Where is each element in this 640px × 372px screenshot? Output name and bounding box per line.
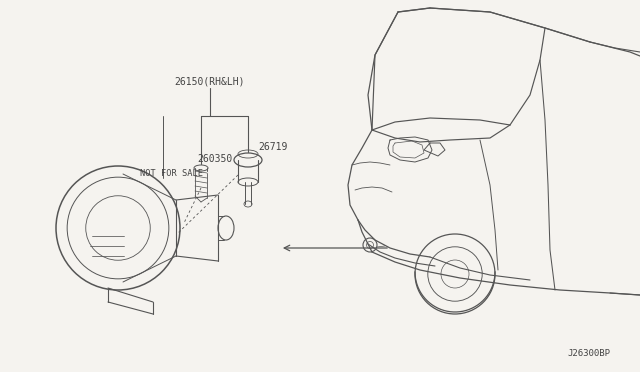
Text: J26300BP: J26300BP (567, 349, 610, 358)
Text: 26150(RH&LH): 26150(RH&LH) (175, 76, 245, 86)
Text: NOT FOR SALE: NOT FOR SALE (140, 169, 203, 177)
Text: 26719: 26719 (258, 142, 287, 152)
Text: 260350: 260350 (197, 154, 232, 164)
